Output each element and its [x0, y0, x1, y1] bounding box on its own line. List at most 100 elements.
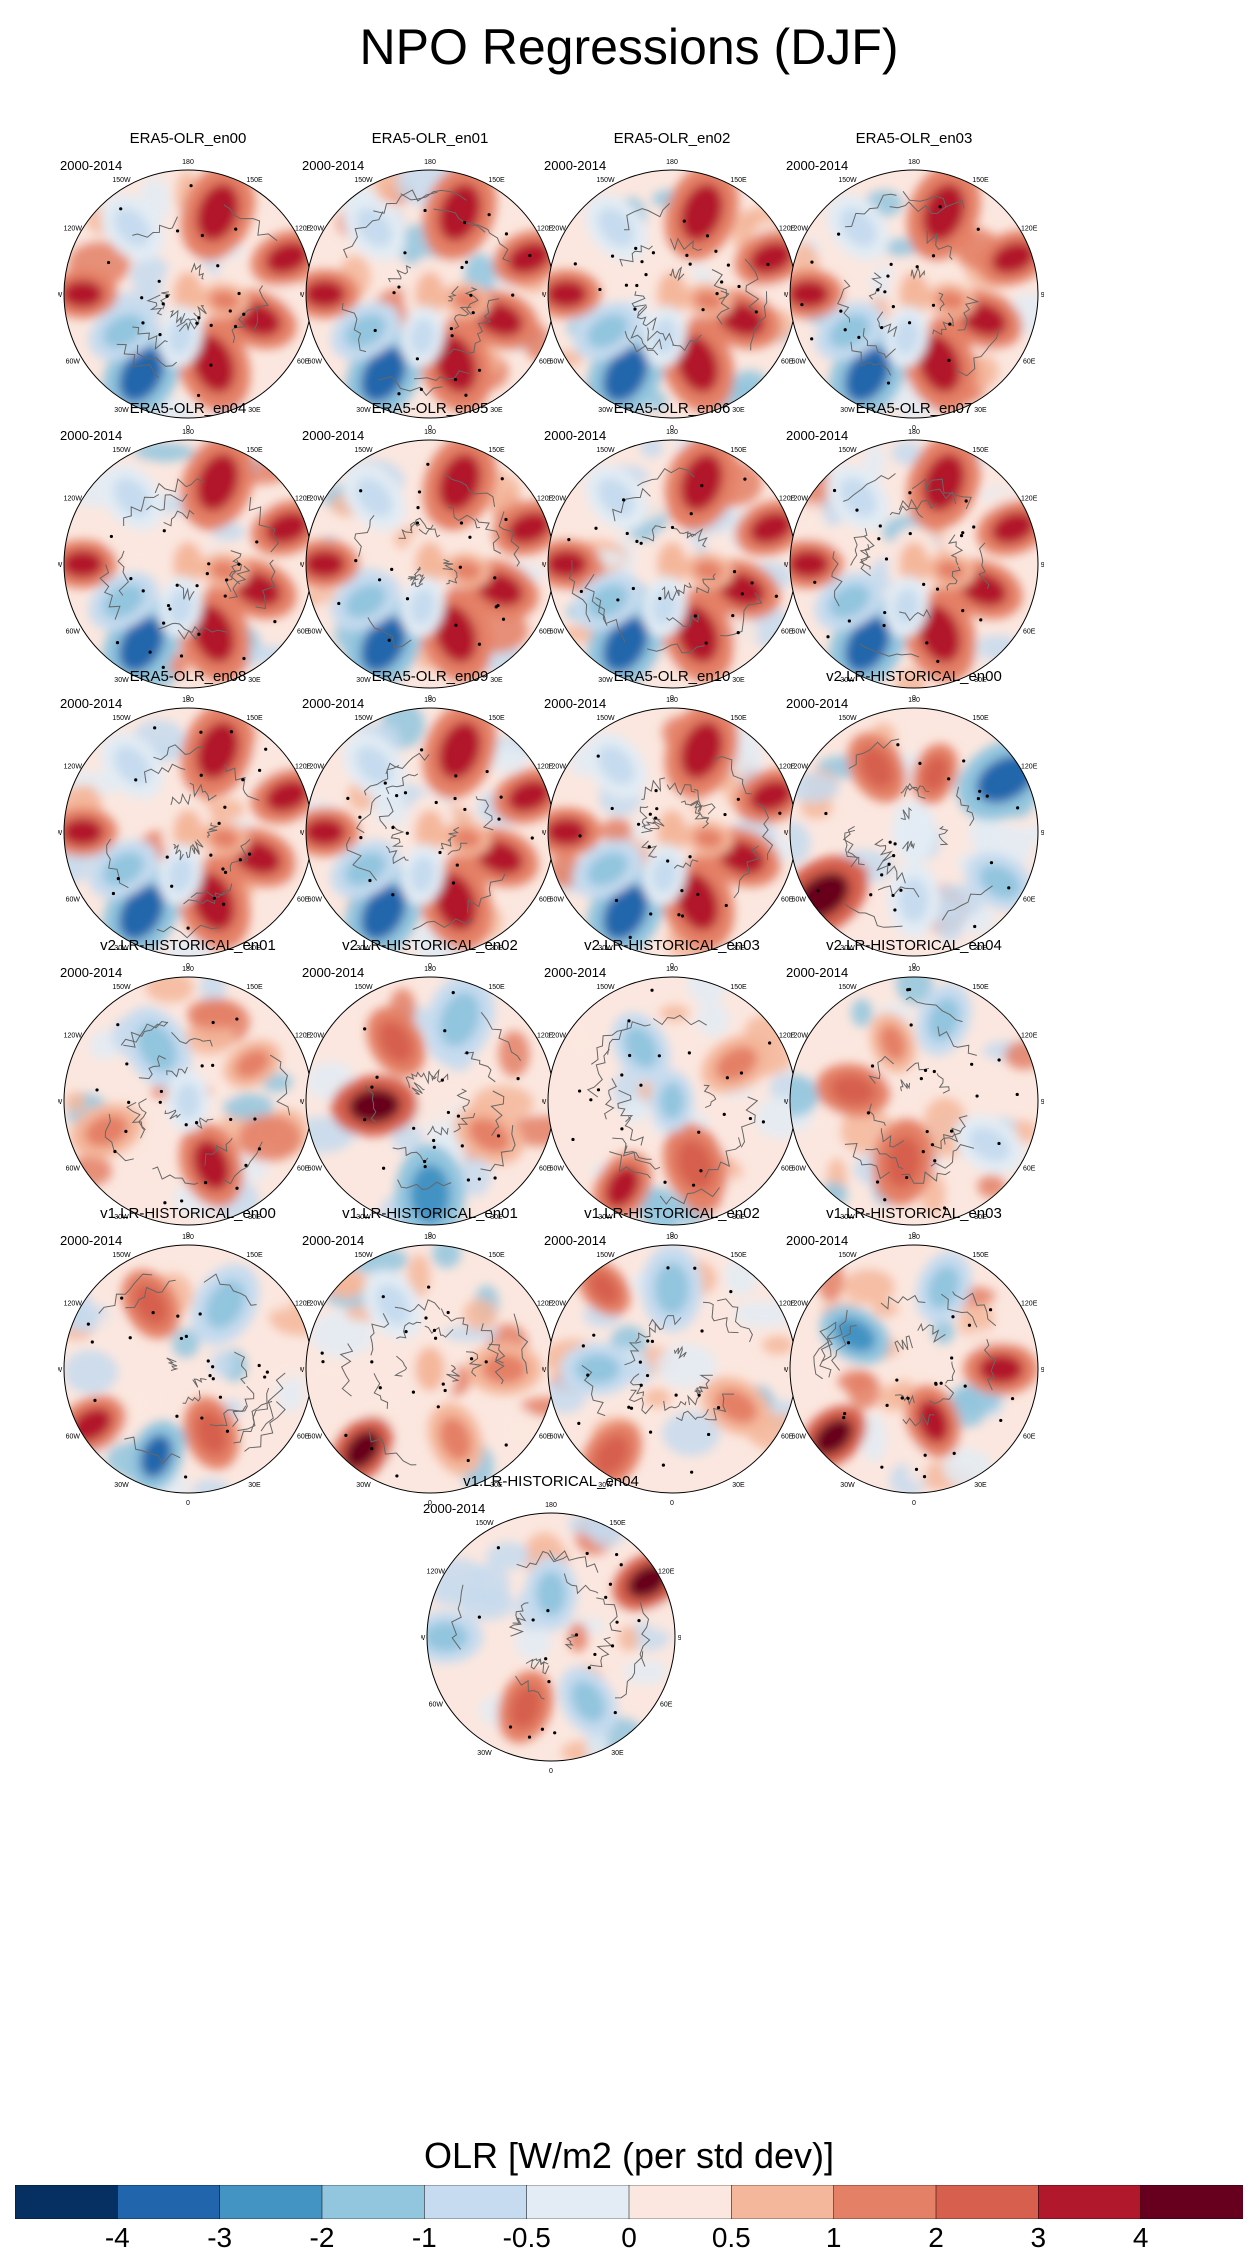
significance-dot [979, 618, 983, 622]
significance-dot [985, 794, 989, 798]
significance-dot [693, 1266, 697, 1270]
significance-dot [453, 796, 457, 801]
significance-dot [778, 811, 782, 815]
coastline [203, 1273, 257, 1306]
longitude-label: 90E [678, 1635, 681, 1642]
coastline [387, 265, 412, 283]
anomaly-cell [762, 1335, 794, 1355]
map-panel: v2.LR-HISTORICAL_en03 2000-2014 180 150E 120… [542, 937, 802, 1239]
anomaly-cell [106, 535, 171, 566]
significance-dot [627, 1019, 631, 1023]
coastline [228, 565, 251, 599]
colorbar-swatch [1038, 2185, 1142, 2219]
significance-dot [651, 251, 656, 255]
significance-dot [540, 1727, 545, 1731]
significance-dot [883, 290, 887, 294]
significance-dot [846, 1341, 851, 1345]
anomaly-core [234, 840, 281, 875]
coastline [902, 840, 915, 852]
significance-dot [446, 1110, 451, 1115]
coastline [378, 797, 394, 830]
longitude-label: 30E [248, 1214, 261, 1221]
coastline [433, 208, 486, 233]
anomaly-core [439, 1417, 472, 1461]
significance-dot [337, 601, 341, 606]
significance-dot [403, 791, 408, 795]
significance-dot [211, 1020, 215, 1025]
significance-dot [211, 1377, 215, 1381]
coastline [418, 528, 441, 538]
significance-dot [622, 498, 626, 502]
coastline [848, 738, 900, 769]
longitude-label: 30W [114, 945, 129, 952]
colorbar-tick-label: -4 [104, 2222, 130, 2253]
significance-dot [197, 632, 201, 636]
significance-dot [999, 1418, 1003, 1423]
coastline [154, 478, 205, 494]
significance-dot [207, 562, 211, 566]
colorbar-swatch [321, 2185, 426, 2219]
significance-dot [166, 603, 171, 608]
colorbar-swatch [526, 2185, 630, 2219]
coastline [617, 1089, 634, 1123]
coastline [674, 582, 693, 596]
significance-dot [423, 1159, 427, 1164]
coastline [190, 262, 204, 280]
significance-dot [179, 654, 184, 658]
significance-dot [615, 1552, 619, 1557]
coastline [166, 1066, 188, 1078]
significance-dot [639, 1083, 643, 1087]
significance-dot [446, 1310, 450, 1315]
anomaly-core [718, 302, 765, 337]
significance-dot [843, 1411, 847, 1416]
significance-dot [696, 892, 700, 897]
significance-dot [127, 1100, 131, 1104]
anomaly-core [921, 755, 949, 792]
longitude-label: 180 [424, 159, 436, 166]
coastline [586, 1048, 610, 1098]
coastline [868, 272, 883, 300]
anomaly-core [676, 873, 719, 931]
significance-dot [638, 1360, 642, 1364]
significance-dot [423, 208, 427, 213]
significance-dot [508, 1725, 513, 1729]
significance-dot [578, 834, 582, 838]
coastline [937, 1026, 977, 1056]
anomaly-cell [183, 1021, 235, 1055]
anomaly-core [828, 584, 871, 619]
longitude-label: 120W [64, 1033, 83, 1040]
significance-dot [914, 1467, 919, 1471]
significance-dot [527, 1735, 532, 1739]
longitude-label: 60E [1023, 1434, 1036, 1441]
anomaly-core [922, 453, 965, 512]
coastline [153, 744, 204, 761]
significance-dot [906, 1396, 910, 1400]
longitude-label: 60E [1023, 897, 1036, 904]
longitude-label: 30E [248, 945, 261, 952]
longitude-label: 30E [490, 1214, 503, 1221]
longitude-label: 60E [539, 1434, 552, 1441]
coastline [661, 586, 679, 601]
significance-dot [800, 302, 804, 307]
coastline [874, 838, 894, 862]
significance-dot [593, 1652, 597, 1657]
anomaly-core [343, 1430, 381, 1470]
coastline [367, 617, 412, 649]
significance-dot [377, 578, 382, 582]
anomaly-cell [843, 1268, 895, 1305]
coastline [686, 527, 708, 548]
anomaly-cell [861, 1414, 887, 1463]
significance-dot [571, 1137, 575, 1142]
coastline [405, 1071, 422, 1088]
significance-dot [198, 1312, 202, 1316]
anomaly-cell [790, 1074, 819, 1118]
significance-dot [947, 358, 951, 362]
longitude-label: 30W [840, 945, 855, 952]
significance-dot [186, 926, 190, 930]
significance-dot [743, 477, 747, 481]
significance-dot [843, 328, 847, 332]
significance-dot [234, 227, 238, 231]
longitude-label: 0 [428, 1232, 432, 1239]
significance-dot [620, 1073, 624, 1077]
longitude-label: 150E [246, 447, 263, 454]
